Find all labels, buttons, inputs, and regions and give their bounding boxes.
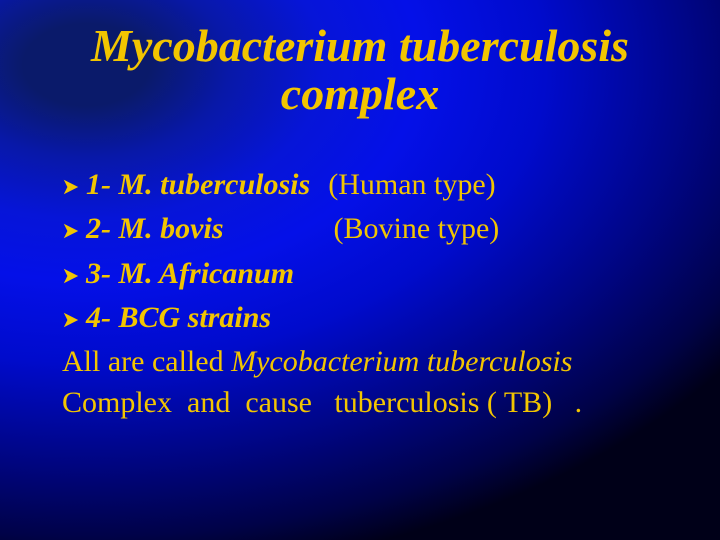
- bullet-arrow-icon: [62, 300, 86, 341]
- bullet-item: 1- M. tuberculosis (Human type): [62, 165, 680, 207]
- bullet-arrow-icon: [62, 211, 86, 252]
- title-line-1: Mycobacterium tuberculosis: [91, 20, 629, 71]
- bullet-arrow-icon: [62, 167, 86, 208]
- bullet-item: 2- M. bovis (Bovine type): [62, 209, 680, 251]
- footer-prefix: All are called: [62, 345, 231, 378]
- title-line-2: complex: [281, 68, 439, 119]
- footer-text: All are called Mycobacterium tuberculosi…: [62, 342, 680, 423]
- bullet-arrow-icon: [62, 256, 86, 297]
- footer-line2b: and cause tuberculosis ( TB) .: [172, 386, 582, 419]
- bullet-label: 2- M. bovis: [86, 209, 224, 250]
- footer-italic: Mycobacterium tuberculosis: [231, 345, 572, 378]
- bullet-note: (Bovine type): [334, 209, 500, 250]
- bullet-item: 3- M. Africanum: [62, 254, 680, 296]
- slide-body: 1- M. tuberculosis (Human type) 2- M. bov…: [62, 165, 680, 423]
- bullet-label: 4- BCG strains: [86, 298, 271, 339]
- bullet-item: 4- BCG strains: [62, 298, 680, 340]
- slide-title: Mycobacterium tuberculosis complex: [48, 22, 672, 119]
- bullet-note: (Human type): [328, 165, 495, 206]
- bullet-label: 3- M. Africanum: [86, 254, 294, 295]
- slide: Mycobacterium tuberculosis complex 1- M.…: [0, 0, 720, 540]
- footer-line2a: Complex: [62, 386, 172, 419]
- bullet-label: 1- M. tuberculosis: [86, 165, 310, 206]
